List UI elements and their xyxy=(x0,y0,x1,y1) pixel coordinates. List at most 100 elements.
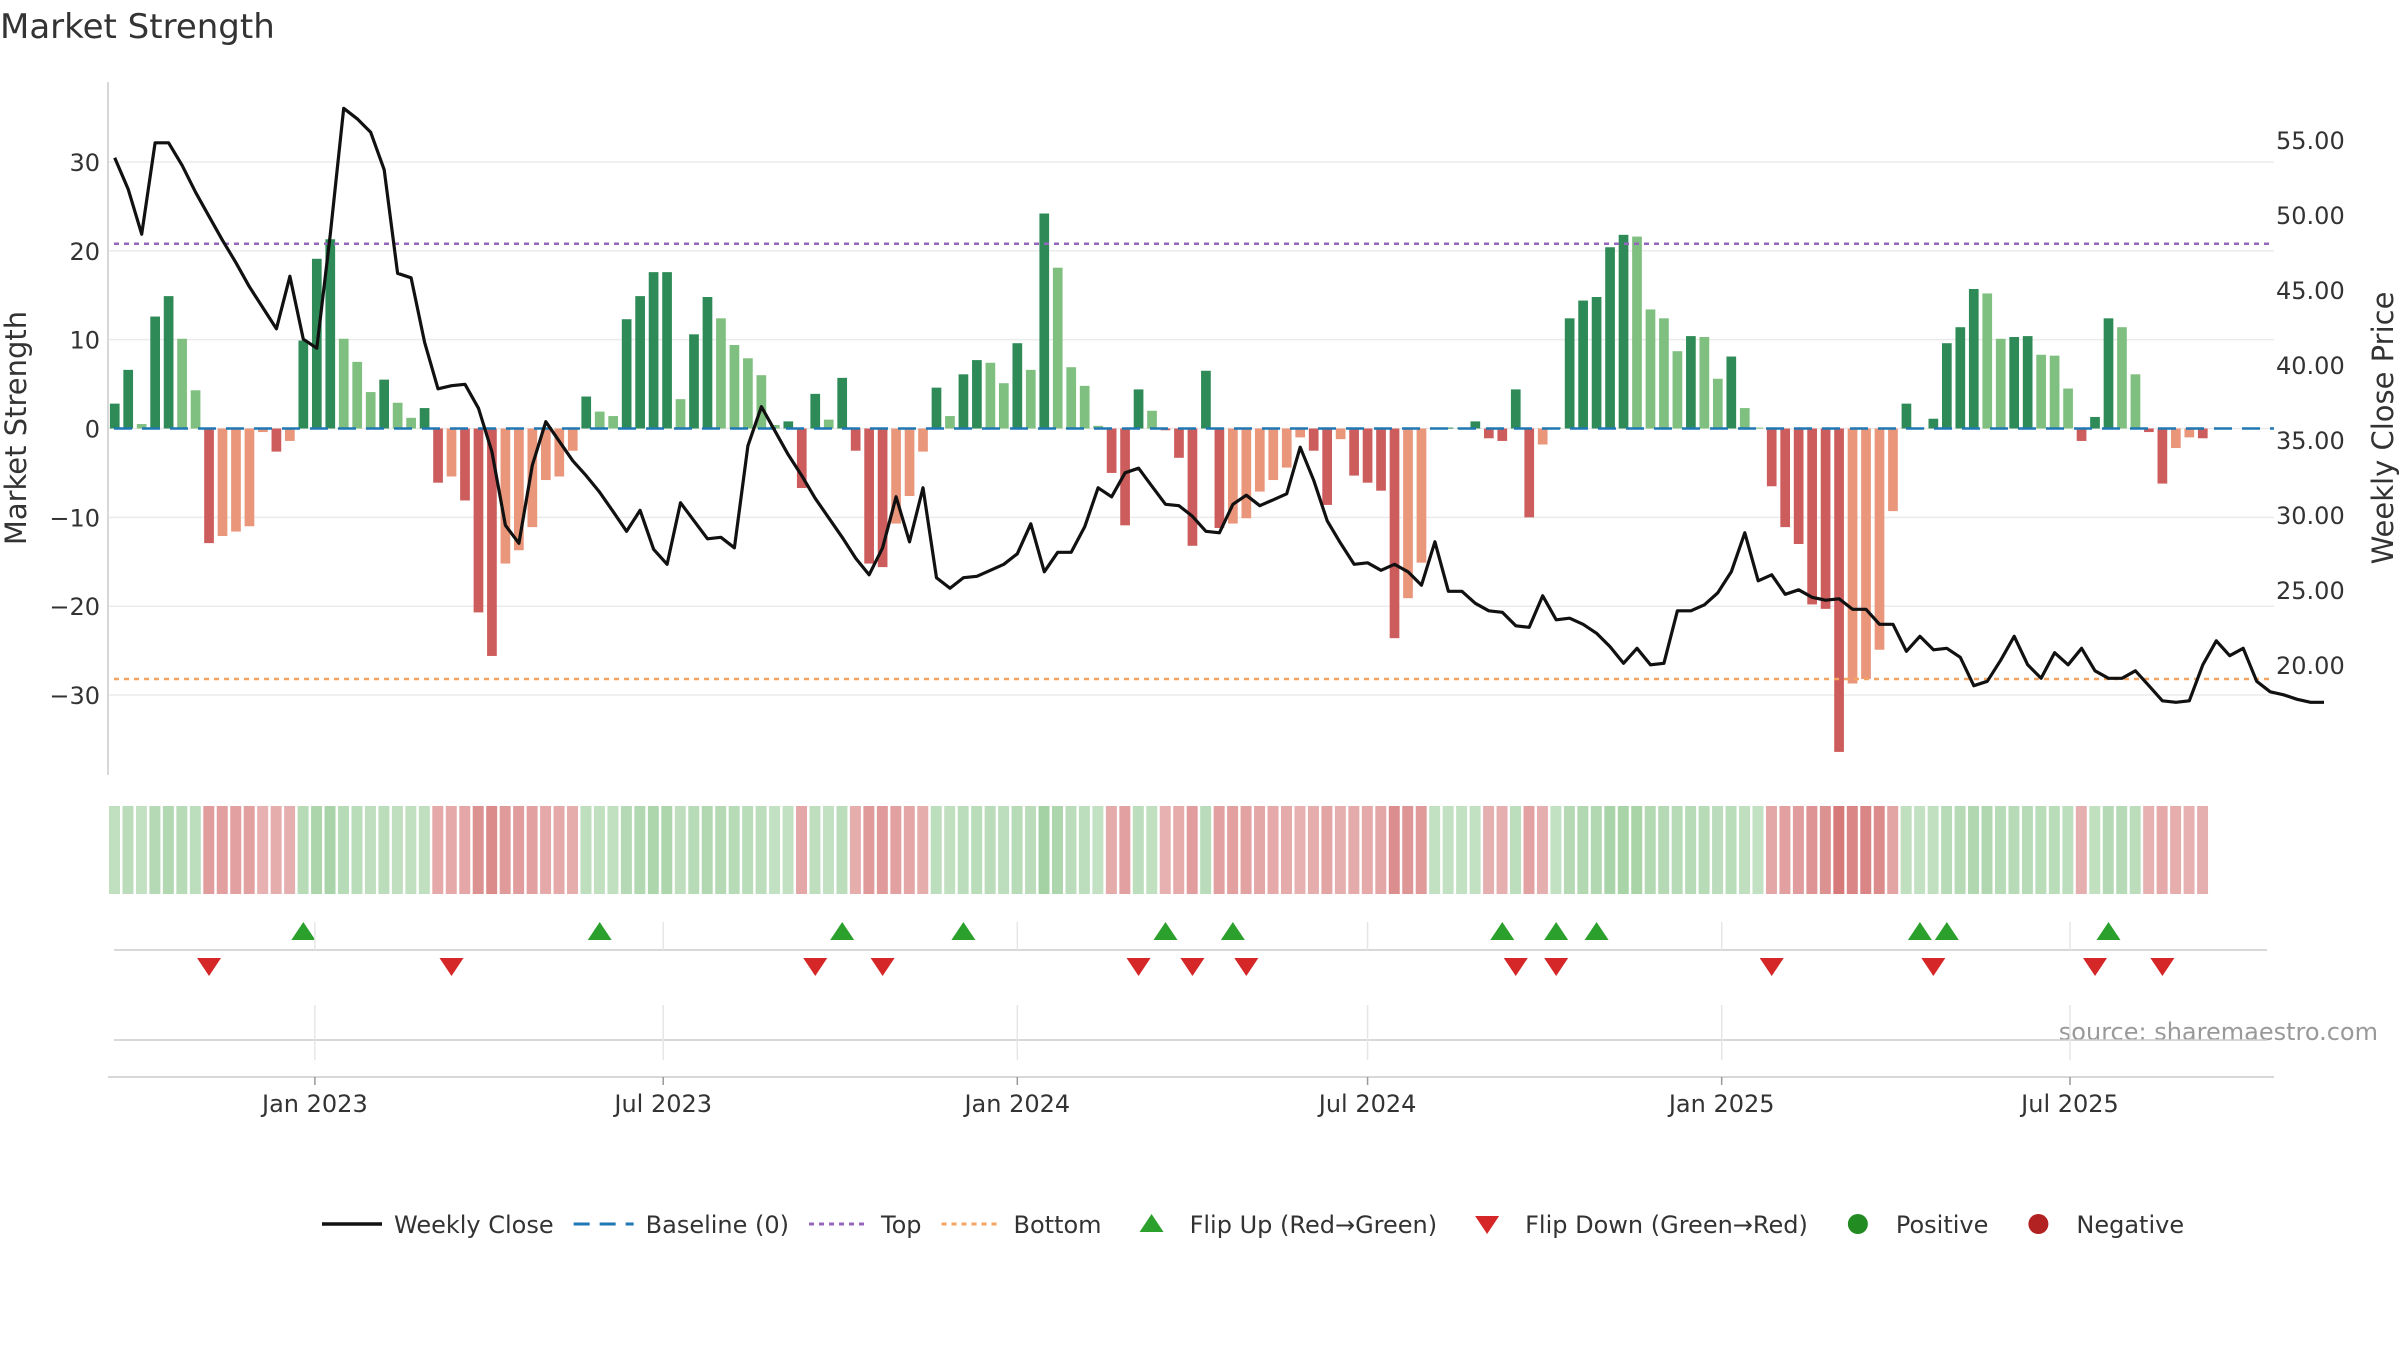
heat-cell xyxy=(1119,806,1131,894)
heat-cell xyxy=(311,806,323,894)
strength-bar xyxy=(2157,428,2168,484)
strength-heat-strip xyxy=(109,806,2209,894)
y-left-tick-label: 10 xyxy=(69,327,100,355)
strength-bar xyxy=(1537,428,1548,445)
heat-cell xyxy=(364,806,376,894)
legend-label: Negative xyxy=(2076,1211,2184,1239)
heat-cell xyxy=(1159,806,1171,894)
heat-cell xyxy=(822,806,834,894)
strength-bar xyxy=(904,428,915,497)
heat-cell xyxy=(1739,806,1751,894)
heat-cell xyxy=(1873,806,1885,894)
heat-cell xyxy=(755,806,767,894)
strength-bar xyxy=(1201,370,1211,429)
strength-bar xyxy=(635,296,645,429)
strength-bar xyxy=(2090,416,2100,429)
heat-cell xyxy=(257,806,269,894)
heat-cell xyxy=(1186,806,1198,894)
strength-bar xyxy=(1726,356,1737,429)
heat-cell xyxy=(2170,806,2182,894)
heat-cell xyxy=(526,806,538,894)
y-right-tick-label: 45.00 xyxy=(2276,277,2345,305)
heat-cell xyxy=(1685,806,1697,894)
heat-cell xyxy=(2048,806,2060,894)
strength-bar xyxy=(1120,428,1130,526)
heat-cell xyxy=(391,806,403,894)
heat-cell xyxy=(715,806,727,894)
heat-cell xyxy=(1307,806,1319,894)
heat-cell xyxy=(2062,806,2074,894)
strength-bar xyxy=(864,428,874,564)
flip-down-marker xyxy=(2150,958,2175,976)
heat-cell xyxy=(162,806,174,894)
strength-bar xyxy=(985,362,996,429)
heat-cell xyxy=(1483,806,1495,894)
strength-bar xyxy=(1968,289,1979,429)
strength-bar xyxy=(2022,336,2033,429)
heat-cell xyxy=(149,806,161,894)
heat-cell xyxy=(1536,806,1548,894)
legend-label: Flip Up (Red→Green) xyxy=(1190,1211,1438,1239)
heat-cell xyxy=(1442,806,1454,894)
flip-up-marker xyxy=(1490,922,1515,940)
heat-cell xyxy=(1604,806,1616,894)
heat-cell xyxy=(1779,806,1791,894)
flip-up-marker xyxy=(291,922,316,940)
heat-cell xyxy=(1267,806,1279,894)
strength-bar xyxy=(298,340,309,429)
strength-bar xyxy=(150,316,160,429)
strength-bar xyxy=(1955,327,1966,429)
strength-bar xyxy=(891,428,901,524)
strength-bar xyxy=(1524,428,1535,518)
strength-bar xyxy=(325,239,336,429)
strength-bar xyxy=(190,390,201,429)
strength-bar xyxy=(1712,378,1723,429)
strength-bar xyxy=(2103,318,2114,429)
heat-cell xyxy=(1577,806,1589,894)
strength-bar xyxy=(285,428,295,441)
strength-bar xyxy=(460,428,470,501)
heat-cell xyxy=(1361,806,1373,894)
strength-bar xyxy=(608,416,619,429)
heat-cell xyxy=(863,806,875,894)
legend-label: Positive xyxy=(1896,1211,1989,1239)
legend: Weekly Close Baseline (0) Top Bottom Flip Up… xyxy=(322,1211,2184,1239)
flip-up-marker xyxy=(587,922,612,940)
legend-item: Weekly Close xyxy=(322,1211,554,1239)
heat-cell xyxy=(1698,806,1710,894)
strength-bar xyxy=(1281,428,1292,468)
heat-cell xyxy=(351,806,363,894)
legend-label: Weekly Close xyxy=(394,1211,554,1239)
strength-bar xyxy=(581,396,592,429)
heat-cell xyxy=(2102,806,2114,894)
strength-bar xyxy=(1349,428,1359,476)
heat-cell xyxy=(890,806,902,894)
heat-cell xyxy=(1658,806,1670,894)
heat-cell xyxy=(1914,806,1926,894)
legend-label: Flip Down (Green→Red) xyxy=(1525,1211,1808,1239)
x-tick-label: Jan 2024 xyxy=(962,1090,1070,1118)
heat-cell xyxy=(243,806,255,894)
strength-bar xyxy=(1807,428,1817,605)
strength-bar xyxy=(2130,374,2141,429)
heat-cell xyxy=(2116,806,2128,894)
legend-label: Bottom xyxy=(1014,1211,1102,1239)
flip-up-marker xyxy=(1907,922,1932,940)
heat-cell xyxy=(1105,806,1117,894)
flip-up-marker xyxy=(1220,922,1245,940)
strength-bar xyxy=(1403,428,1413,599)
strength-bar xyxy=(1995,338,2006,429)
legend-item: Negative xyxy=(2028,1211,2184,1239)
heat-cell xyxy=(1051,806,1063,894)
heat-cell xyxy=(1132,806,1144,894)
heat-cell xyxy=(1415,806,1427,894)
heat-cell xyxy=(1281,806,1292,894)
strength-bar xyxy=(392,402,403,429)
strength-bar xyxy=(998,383,1009,429)
strength-bar xyxy=(2049,355,2060,429)
y-right-tick-label: 20.00 xyxy=(2276,652,2345,680)
strength-bar xyxy=(527,428,538,528)
heat-cell xyxy=(2035,806,2047,894)
strength-bar xyxy=(662,272,672,429)
strength-bar xyxy=(1133,389,1144,429)
